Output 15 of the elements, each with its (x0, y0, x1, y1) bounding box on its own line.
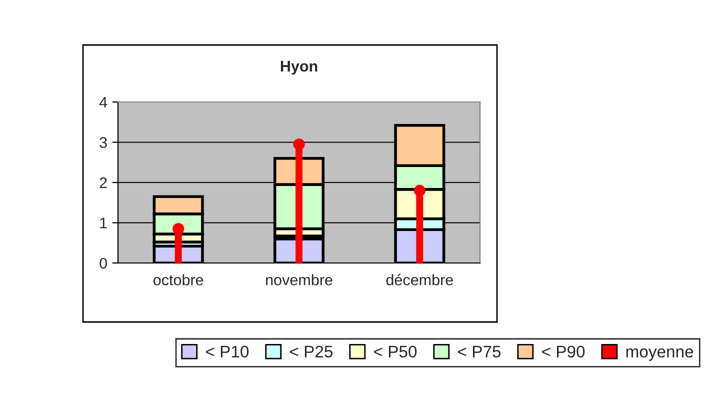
y-tick-label: 4 (99, 97, 108, 108)
y-tick-label: 3 (100, 137, 107, 148)
legend-label: < P75 (458, 346, 501, 358)
legend-label: < P25 (290, 346, 333, 358)
chart-title: Hyon (280, 60, 318, 75)
x-tick-label: décembre (386, 274, 453, 286)
legend-label: < P90 (542, 346, 585, 358)
x-tick-label: novembre (266, 274, 332, 286)
legend-label: moyenne (626, 348, 694, 361)
x-tick-label: octobre (154, 274, 204, 286)
y-tick-label: 1 (100, 218, 107, 228)
legend-label: < P50 (374, 346, 417, 358)
y-tick-label: 0 (100, 258, 107, 269)
legend-label: < P10 (206, 346, 249, 358)
y-tick-label: 2 (100, 177, 107, 188)
